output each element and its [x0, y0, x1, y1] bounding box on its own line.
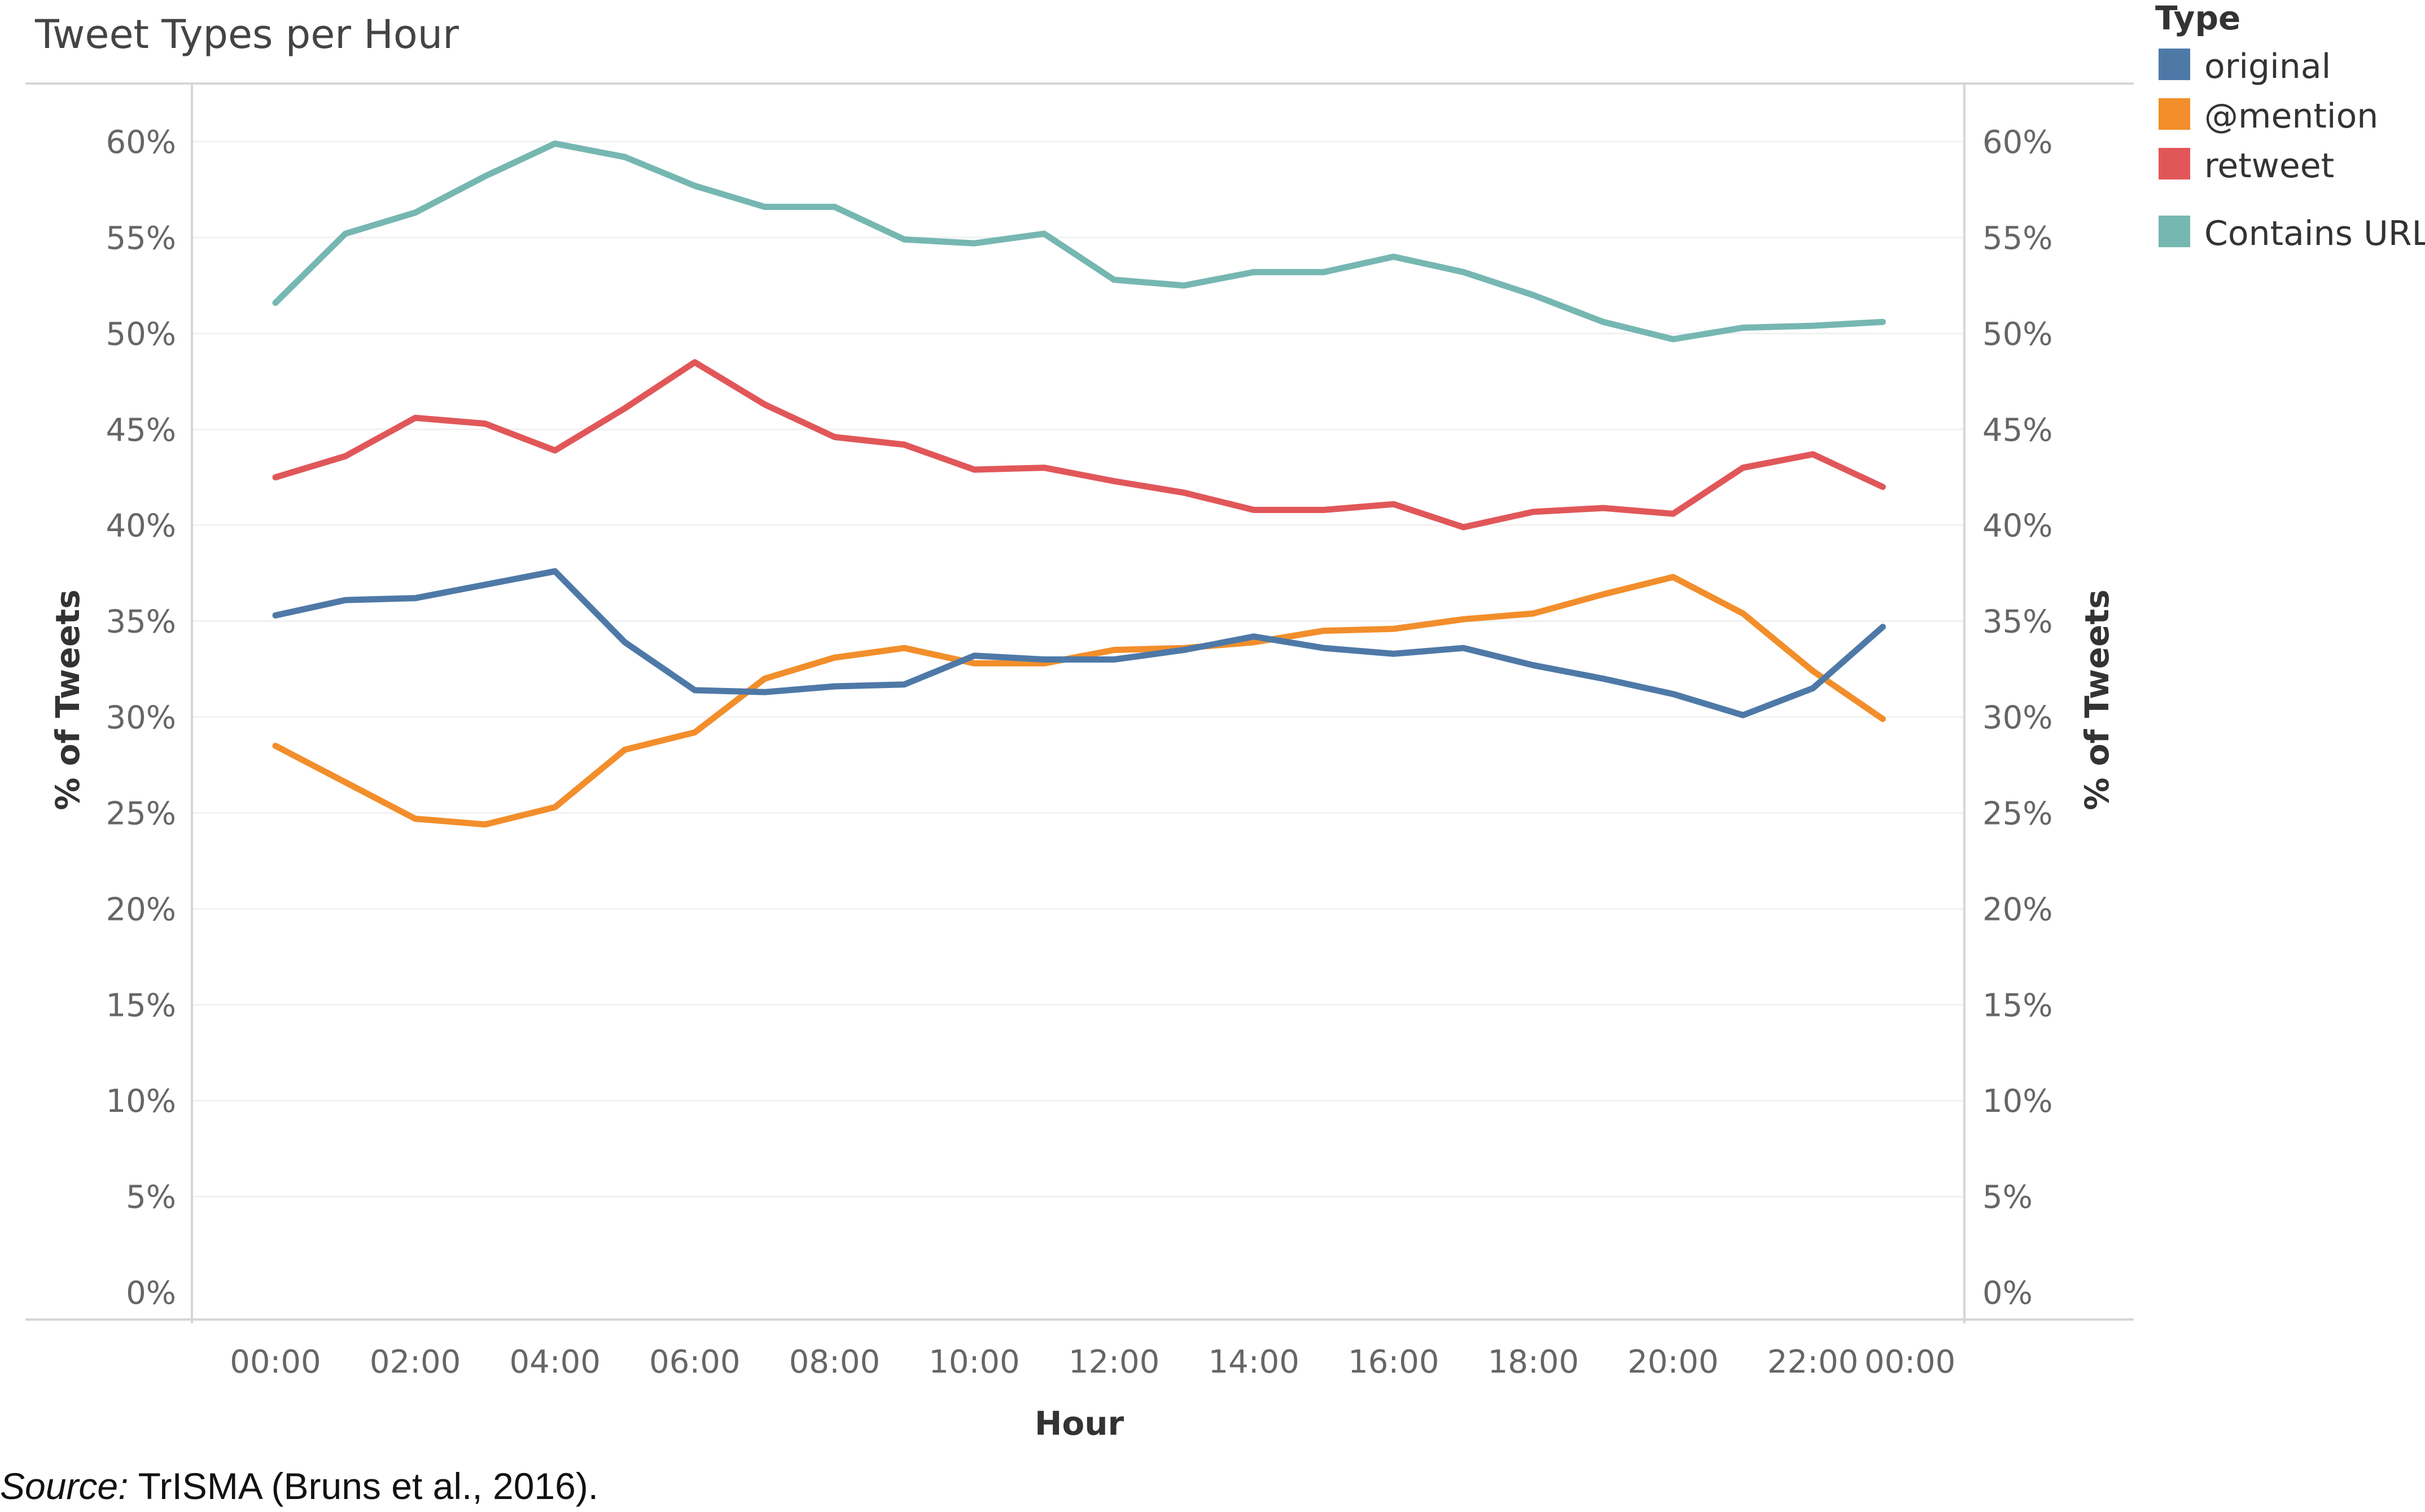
- legend-label-original: original: [2204, 47, 2331, 86]
- x-tick-label: 14:00: [1209, 1344, 1299, 1380]
- legend: Type original @mention retweet Contains URL: [2155, 0, 2425, 253]
- legend-swatch-original: [2159, 49, 2190, 80]
- y-tick-label-right: 50%: [1982, 316, 2052, 353]
- y-axis-left: 0% 5% 10% 15% 20% 25% 30% 35% 40% 45% 50% 55% 60%: [106, 124, 176, 1312]
- y-tick-label-left: 30%: [106, 700, 176, 737]
- y-tick-label-left: 5%: [126, 1179, 176, 1216]
- y-axis-right: 0% 5% 10% 15% 20% 25% 30% 35% 40% 45% 50% 55% 60%: [1982, 124, 2052, 1312]
- y-tick-label-right: 45%: [1982, 412, 2052, 449]
- legend-swatch-contains-url: [2159, 216, 2190, 247]
- x-tick-label: 12:00: [1069, 1344, 1159, 1380]
- x-axis: 00:00 02:00 04:00 06:00 08:00 10:00 12:00 14:00…: [230, 1344, 1955, 1380]
- y-tick-label-left: 25%: [106, 795, 176, 832]
- x-tick-label: 22:00: [1767, 1344, 1858, 1380]
- chart-title: Tweet Types per Hour: [34, 11, 459, 58]
- source-label: Source:: [0, 1465, 129, 1507]
- y-tick-label-right: 0%: [1982, 1275, 2033, 1312]
- x-tick-label: 06:00: [649, 1344, 740, 1380]
- y-tick-label-left: 0%: [126, 1275, 176, 1312]
- y-tick-label-right: 10%: [1982, 1083, 2052, 1120]
- y-tick-label-right: 60%: [1982, 124, 2052, 161]
- x-tick-label: 16:00: [1348, 1344, 1439, 1380]
- legend-label-contains-url: Contains URL: [2204, 214, 2425, 253]
- y-tick-label-left: 10%: [106, 1083, 176, 1120]
- series-line-original: [272, 568, 1886, 718]
- x-tick-label: 04:00: [510, 1344, 601, 1380]
- y-tick-label-right: 5%: [1982, 1179, 2033, 1216]
- y-tick-label-right: 25%: [1982, 795, 2052, 832]
- x-axis-title: Hour: [1035, 1404, 1124, 1443]
- legend-label-retweet: retweet: [2204, 146, 2334, 186]
- y-tick-label-right: 35%: [1982, 604, 2052, 641]
- y-tick-label-left: 15%: [106, 987, 176, 1024]
- plot-frame: [25, 84, 2134, 1323]
- x-tick-label: 02:00: [370, 1344, 461, 1380]
- legend-label-mention: @mention: [2204, 97, 2378, 136]
- y-tick-label-left: 45%: [106, 412, 176, 449]
- y-tick-label-left: 20%: [106, 891, 176, 928]
- series-line-mention: [272, 573, 1886, 828]
- legend-title: Type: [2155, 0, 2240, 37]
- y-tick-label-left: 60%: [106, 124, 176, 161]
- y-tick-label-right: 30%: [1982, 700, 2052, 737]
- y-tick-label-right: 55%: [1982, 220, 2052, 257]
- x-tick-label: 08:00: [789, 1344, 880, 1380]
- x-tick-label: 00:00: [230, 1344, 321, 1380]
- y-tick-label-left: 35%: [106, 604, 176, 641]
- gridlines: [192, 141, 1964, 1198]
- x-tick-label: 18:00: [1488, 1344, 1579, 1380]
- y-tick-label-right: 40%: [1982, 508, 2052, 545]
- x-tick-label: 20:00: [1627, 1344, 1718, 1380]
- series-line-retweet: [272, 359, 1886, 531]
- y-tick-label-right: 15%: [1982, 987, 2052, 1024]
- x-tick-label: 10:00: [929, 1344, 1019, 1380]
- series-lines: [272, 140, 1886, 828]
- x-tick-label: 00:00: [1864, 1344, 1955, 1380]
- y-tick-label-right: 20%: [1982, 891, 2052, 928]
- legend-swatch-mention: [2159, 98, 2190, 130]
- y-axis-title-left: % of Tweets: [49, 589, 87, 810]
- y-axis-title-right: % of Tweets: [2078, 589, 2116, 810]
- series-line-contains-url: [272, 140, 1886, 343]
- legend-swatch-retweet: [2159, 148, 2190, 179]
- y-tick-label-left: 40%: [106, 508, 176, 545]
- source-text: TrISMA (Bruns et al., 2016).: [128, 1465, 599, 1507]
- y-tick-label-left: 55%: [106, 220, 176, 257]
- y-tick-label-left: 50%: [106, 316, 176, 353]
- source-caption: Source: TrISMA (Bruns et al., 2016).: [0, 1465, 598, 1507]
